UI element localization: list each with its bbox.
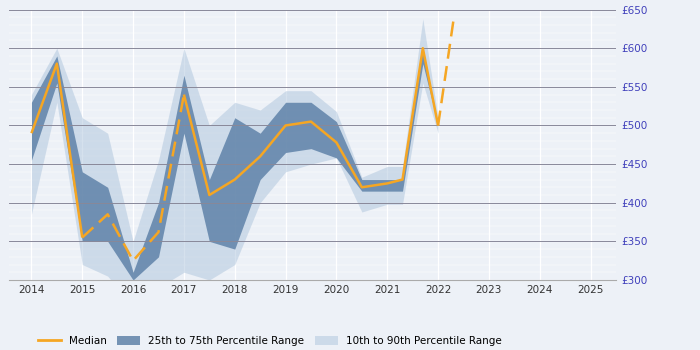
Legend: Median, 25th to 75th Percentile Range, 10th to 90th Percentile Range: Median, 25th to 75th Percentile Range, 1…	[34, 332, 506, 350]
